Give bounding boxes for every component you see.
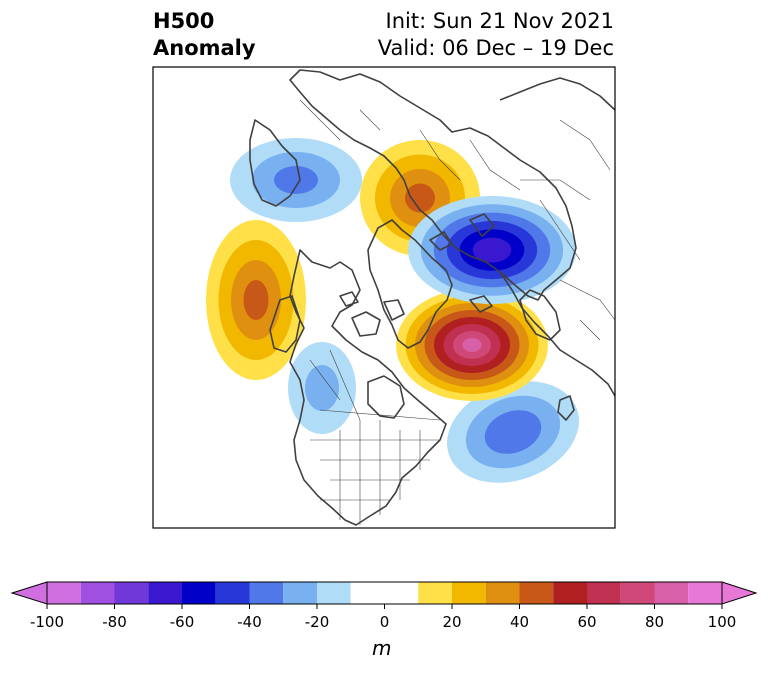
- colorbar-segment: [688, 582, 722, 604]
- scandinavia-coast: [519, 289, 561, 341]
- colorbar-tick-label: 0: [380, 613, 390, 631]
- colorbar-segment: [350, 582, 419, 604]
- siberian-trough: [408, 196, 576, 304]
- init-date: Init: Sun 21 Nov 2021: [385, 9, 614, 33]
- novaya-coast: [469, 213, 495, 237]
- north-america-coast: [289, 249, 447, 526]
- title-type: Anomaly: [153, 36, 256, 60]
- arctic-island: [351, 311, 381, 337]
- colorbar-tick-label: 100: [708, 613, 737, 631]
- hudson-bay-coast: [367, 375, 405, 419]
- anomaly-contour: [243, 280, 269, 320]
- colorbar-segment: [418, 582, 452, 604]
- arctic-island: [339, 291, 359, 307]
- anomaly-contours: [206, 138, 579, 483]
- colorbar-tick-label: -80: [102, 613, 127, 631]
- north-atlantic-greenland-ridge: [396, 289, 548, 401]
- colorbar-segment: [587, 582, 621, 604]
- colorbar-segment: [148, 582, 182, 604]
- canada-provinces: [309, 349, 441, 421]
- colorbar-tick-label: -60: [170, 613, 195, 631]
- colorbar-segment: [620, 582, 655, 604]
- colorbar-extend-low: [10, 581, 48, 605]
- colorbar-tick-label: 20: [442, 613, 461, 631]
- anomaly-contour: [274, 166, 318, 194]
- colorbar-extend-high: [721, 581, 758, 605]
- colorbar-tick-label: -20: [305, 613, 330, 631]
- asia-east-coast: [499, 77, 615, 111]
- eurasia-borders: [299, 99, 615, 341]
- alaska-coast: [269, 295, 301, 353]
- colorbar-frame: [46, 581, 723, 605]
- colorbar-segment: [283, 582, 317, 604]
- anomaly-contour: [472, 237, 512, 263]
- anomaly-contour: [462, 338, 482, 352]
- colorbar-tick-label: 60: [577, 613, 596, 631]
- eastern-pacific-ridge: [206, 220, 306, 380]
- colorbar-tick-label: 40: [510, 613, 529, 631]
- valid-range: Valid: 06 Dec – 19 Dec: [377, 36, 614, 60]
- iceland-coast: [469, 295, 493, 313]
- greenland-coast: [367, 219, 453, 349]
- anomaly-contour: [484, 410, 542, 454]
- colorbar-segment: [452, 582, 486, 604]
- title-variable: H500: [153, 9, 215, 33]
- colorbar-tick-label: -40: [237, 613, 262, 631]
- map-frame: [152, 66, 616, 529]
- title-right: Init: Sun 21 Nov 2021 Valid: 06 Dec – 19…: [378, 8, 614, 62]
- western-atlantic-low: [447, 381, 579, 483]
- arctic-low: [288, 342, 356, 434]
- coastlines: [249, 69, 615, 526]
- colorbar-segment: [249, 582, 284, 604]
- title-left: H500 Anomaly: [153, 8, 256, 62]
- colorbar-segment: [317, 582, 351, 604]
- colorbar-segment: [519, 582, 554, 604]
- colorbar-tick-label: 80: [645, 613, 664, 631]
- svalbard-coast: [429, 231, 453, 251]
- colorbar-segment: [553, 582, 587, 604]
- colorbar-segment: [485, 582, 520, 604]
- colorbar-segment: [215, 582, 250, 604]
- eurasia-coast: [289, 69, 577, 301]
- east-asia-coast: [249, 119, 301, 207]
- colorbar-segment: [654, 582, 689, 604]
- anomaly-contour: [305, 365, 339, 411]
- colorbar-segment: [182, 582, 216, 604]
- anomaly-contour: [405, 183, 435, 213]
- arctic-island: [383, 299, 405, 321]
- anomaly-map: [152, 66, 616, 529]
- colorbar-segment: [114, 582, 149, 604]
- uk-coast: [557, 395, 575, 421]
- colorbar-unit: m: [372, 636, 392, 660]
- political-boundaries: [299, 99, 615, 525]
- colorbar-tick-label: -100: [30, 613, 64, 631]
- colorbar-segment: [80, 582, 115, 604]
- colorbar-segment: [47, 582, 81, 604]
- europe-coast: [499, 271, 615, 397]
- state-boundaries: [310, 420, 440, 525]
